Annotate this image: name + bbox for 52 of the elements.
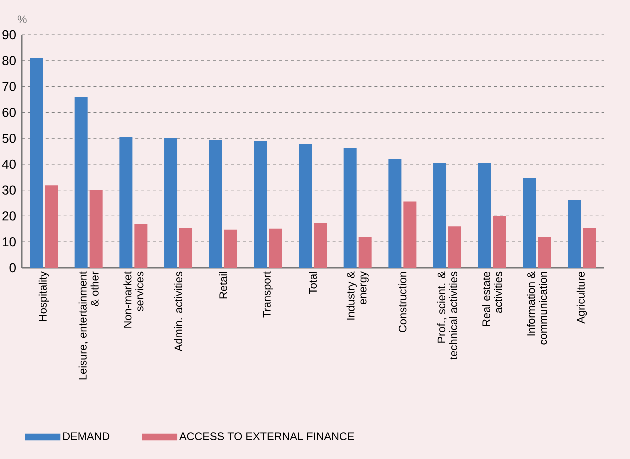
bar: [299, 144, 312, 268]
bar: [434, 163, 447, 268]
y-tick-label: 40: [2, 160, 16, 170]
y-tick-label: 60: [2, 108, 16, 118]
y-tick-label: 20: [2, 212, 16, 221]
x-tick-label: Transport: [263, 272, 274, 318]
x-tick-label: Retail: [219, 272, 228, 299]
bar: [568, 200, 582, 268]
legend-label: DEMAND: [64, 432, 110, 440]
y-tick-label: 30: [2, 186, 16, 195]
bar: [314, 223, 328, 268]
bar: [388, 159, 402, 268]
x-tick-label: Admin. activities: [174, 272, 183, 352]
x-tick-label: Agriculture: [576, 272, 588, 324]
x-tick-label: Non-market services: [124, 272, 144, 328]
bar: [74, 97, 88, 268]
x-tick-label: Prof., scient. & technical activities: [438, 272, 458, 360]
bar: [180, 228, 193, 268]
x-tick-label: Hospitality: [38, 272, 50, 322]
y-tick-label: 50: [2, 134, 16, 144]
bar: [448, 226, 462, 268]
x-tick-label: Industry & energy: [346, 272, 369, 320]
bar: [523, 178, 536, 268]
bar: [538, 237, 552, 268]
bar: [404, 202, 417, 268]
x-tick-label: Construction: [398, 272, 407, 332]
bar: [134, 224, 148, 268]
y-tick-label: 70: [2, 82, 16, 92]
y-tick-label: 80: [2, 56, 16, 66]
bar: [583, 228, 596, 268]
y-tick-label: 90: [2, 30, 16, 40]
bar: [120, 136, 133, 268]
bar: [344, 148, 357, 268]
x-tick-label: Information & communication: [527, 272, 548, 345]
bar: [224, 230, 238, 268]
x-tick-label: Leisure, entertainment & other: [78, 272, 99, 380]
bar: [478, 163, 492, 268]
x-tick-label: Total: [308, 272, 318, 294]
bar: [269, 228, 282, 268]
bar: [90, 190, 103, 268]
bar: [358, 237, 372, 268]
bar: [164, 138, 178, 268]
legend-label: ACCESS TO EXTERNAL FINANCE: [180, 432, 354, 440]
bar: [493, 216, 506, 268]
y-axis-title: %: [18, 16, 27, 24]
x-tick-label: Real estate activities: [482, 272, 502, 326]
bar: [254, 141, 268, 268]
bar: [209, 140, 222, 268]
bar: [45, 186, 58, 268]
bar: [30, 58, 44, 268]
y-tick-label: 0: [10, 263, 16, 273]
y-tick-label: 10: [3, 238, 16, 247]
